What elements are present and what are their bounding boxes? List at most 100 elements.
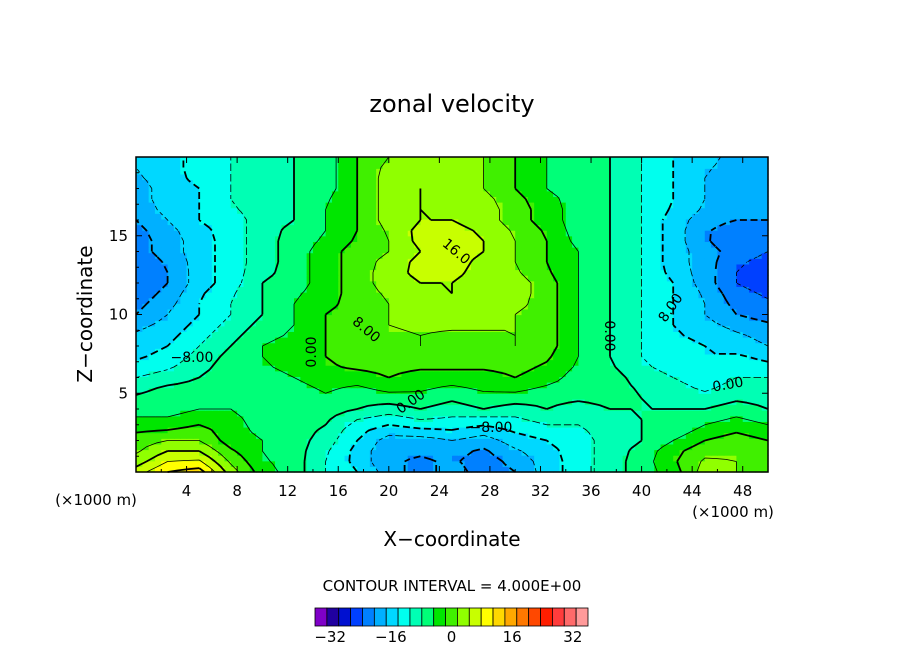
heatmap-cell [426,365,434,372]
heatmap-cell [591,376,598,383]
heatmap-cell [173,269,181,276]
heatmap-cell [698,432,706,439]
heatmap-cell [622,398,630,406]
heatmap-cell [470,460,478,467]
heatmap-cell [376,202,384,209]
heatmap-cell [173,331,181,338]
heatmap-cell [205,415,213,422]
heatmap-cell [521,370,529,377]
heatmap-cell [711,438,719,445]
heatmap-cell [230,196,238,203]
heatmap-cell [565,286,573,293]
heatmap-cell [508,415,516,422]
heatmap-cell [243,393,251,400]
heatmap-cell [489,455,497,462]
heatmap-cell [161,415,169,422]
heatmap-cell [344,387,352,394]
heatmap-cell [382,241,390,248]
heatmap-cell [173,382,181,389]
heatmap-cell [654,241,662,248]
heatmap-cell [154,303,162,310]
heatmap-cell [319,342,327,349]
heatmap-cell [426,314,434,321]
heatmap-cell [350,382,358,389]
heatmap-cell [610,404,617,411]
heatmap-cell [325,269,333,276]
heatmap-cell [249,314,257,321]
heatmap-cell [249,353,257,361]
heatmap-cell [458,438,466,445]
heatmap-cell [761,297,769,304]
heatmap-cell [470,224,478,231]
heatmap-cell [584,258,592,265]
heatmap-cell [654,218,662,226]
heatmap-cell [401,196,409,203]
heatmap-cell [350,224,358,231]
heatmap-cell [401,241,409,248]
heatmap-cell [723,449,731,456]
heatmap-cell [704,365,712,372]
heatmap-cell [483,449,491,456]
heatmap-cell [464,393,472,400]
heatmap-cell [704,202,712,209]
heatmap-cell [433,410,440,417]
heatmap-cell [591,286,598,293]
heatmap-cell [161,241,169,248]
heatmap-cell [470,325,478,332]
heatmap-cell [186,303,194,310]
heatmap-cell [287,370,295,377]
heatmap-cell [597,269,605,276]
heatmap-cell [610,308,617,316]
heatmap-cell [439,438,447,445]
heatmap-cell [755,398,763,406]
heatmap-cell [666,460,674,467]
heatmap-cell [401,202,409,209]
heatmap-cell [426,263,434,271]
heatmap-cell [262,303,270,310]
heatmap-cell [136,365,143,372]
heatmap-cell [534,275,542,282]
heatmap-cell [477,230,485,237]
heatmap-cell [647,449,655,456]
heatmap-cell [553,365,561,372]
heatmap-cell [142,286,150,293]
heatmap-cell [628,202,636,209]
heatmap-cell [711,370,719,377]
heatmap-cell [711,382,719,389]
heatmap-cell [647,224,655,231]
heatmap-cell [553,376,561,383]
heatmap-cell [749,252,756,259]
heatmap-cell [243,337,251,344]
heatmap-cell [154,292,162,299]
heatmap-cell [407,275,415,282]
heatmap-cell [350,303,358,310]
heatmap-cell [306,286,314,293]
heatmap-cell [319,286,327,293]
heatmap-cell [502,331,510,338]
heatmap-cell [224,331,232,338]
heatmap-cell [496,224,504,231]
heatmap-cell [382,247,390,254]
heatmap-cell [300,196,308,203]
heatmap-cell [508,320,516,327]
heatmap-cell [654,252,662,259]
heatmap-cell [268,286,276,293]
heatmap-cell [382,455,390,462]
heatmap-cell [414,202,421,209]
heatmap-cell [660,190,668,197]
heatmap-cell [723,213,731,220]
heatmap-cell [180,432,188,439]
heatmap-cell [647,230,655,237]
heatmap-cell [388,224,396,231]
heatmap-cell [306,213,314,220]
heatmap-cell [142,331,150,338]
heatmap-cell [534,348,542,355]
heatmap-cell [154,376,162,383]
heatmap-cell [350,438,358,445]
heatmap-cell [616,382,624,389]
heatmap-cell [382,365,390,372]
heatmap-cell [616,421,624,428]
heatmap-cell [755,303,763,310]
heatmap-cell [407,359,415,366]
heatmap-cell [546,348,554,355]
